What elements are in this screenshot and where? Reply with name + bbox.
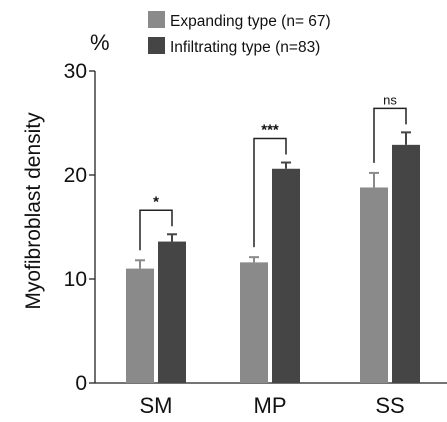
bar-MP-0 [240, 262, 268, 383]
bar-SS-1 [392, 144, 420, 383]
sig-label-2: ns [383, 92, 397, 107]
sig-label-1: *** [261, 122, 279, 139]
legend-swatch-expanding [148, 11, 165, 28]
sig-label-0: * [153, 193, 159, 210]
y-axis-label: Myofibroblast density [22, 112, 45, 310]
legend: Expanding type (n= 67) Infiltrating type… [148, 11, 331, 56]
bars [126, 131, 420, 383]
y-tick-label: 0 [75, 372, 87, 395]
legend-label-expanding: Expanding type (n= 67) [170, 13, 331, 30]
legend-swatch-infiltrating [148, 37, 165, 54]
y-tick-label: 30 [64, 60, 87, 83]
bar-SM-1 [158, 241, 186, 383]
bar-SS-0 [360, 187, 388, 383]
x-tick-label-SS: SS [375, 393, 404, 418]
sig-bracket-0 [139, 209, 173, 251]
sig-bracket-1 [253, 137, 287, 248]
y-unit-label: % [90, 30, 110, 55]
bar-MP-1 [272, 168, 300, 383]
sig-bracket-2 [373, 107, 407, 163]
y-tick-label: 10 [64, 268, 87, 291]
y-tick-label: 20 [64, 164, 87, 187]
legend-label-infiltrating: Infiltrating type (n=83) [170, 39, 320, 56]
y-ticks: 0 10 20 30 [64, 60, 95, 395]
x-tick-labels: SM MP SS [140, 393, 405, 418]
x-tick-label-MP: MP [254, 393, 287, 418]
significance-brackets: ****ns [139, 92, 407, 251]
x-tick-label-SM: SM [140, 393, 173, 418]
bar-SM-0 [126, 268, 154, 383]
